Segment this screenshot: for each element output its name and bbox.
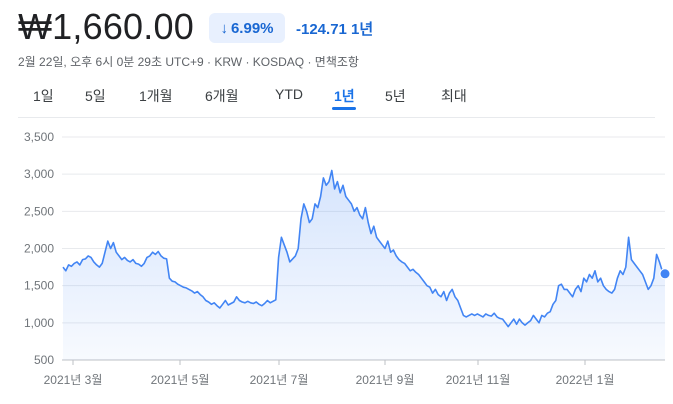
tab-5y[interactable]: 5년 <box>385 88 406 104</box>
x-tick-label: 2021년 9월 <box>356 373 415 387</box>
y-tick-label: 3,500 <box>24 130 54 144</box>
tab-ytd[interactable]: YTD <box>275 86 303 102</box>
y-tick-label: 3,000 <box>24 167 54 181</box>
y-tick-label: 500 <box>34 353 54 367</box>
y-tick-label: 2,000 <box>24 242 54 256</box>
tab-max[interactable]: 최대 <box>441 88 467 104</box>
change-percent-badge: ↓ 6.99% <box>209 13 285 43</box>
active-tab-indicator <box>332 107 356 110</box>
x-tick-label: 2021년 5월 <box>151 373 210 387</box>
header-divider <box>18 117 655 118</box>
current-price: ₩1,660.00 <box>18 6 194 47</box>
change-period: 1년 <box>351 21 374 38</box>
arrow-down-icon: ↓ <box>220 19 228 37</box>
tab-1y[interactable]: 1년 <box>334 88 355 104</box>
y-tick-label: 1,000 <box>24 316 54 330</box>
tab-1d[interactable]: 1일 <box>33 88 54 104</box>
quote-meta: 2월 22일, 오후 6시 0분 29초 UTC+9 · KRW · KOSDA… <box>18 55 359 69</box>
tab-5d[interactable]: 5일 <box>85 88 106 104</box>
x-tick-label: 2022년 1월 <box>556 373 615 387</box>
x-tick-label: 2021년 11월 <box>446 373 511 387</box>
tab-1m[interactable]: 1개월 <box>139 88 173 104</box>
tab-6m[interactable]: 6개월 <box>205 88 239 104</box>
y-tick-label: 1,500 <box>24 279 54 293</box>
change-percent: 6.99% <box>230 19 274 37</box>
x-tick-label: 2021년 3월 <box>44 373 103 387</box>
y-tick-label: 2,500 <box>24 204 54 218</box>
change-summary: -124.71 1년 <box>296 18 373 39</box>
price-area-fill <box>63 170 665 360</box>
x-tick-label: 2021년 7월 <box>250 373 309 387</box>
change-absolute: -124.71 <box>296 21 347 38</box>
last-price-marker <box>659 268 671 280</box>
price-chart[interactable]: 500 1,000 1,500 2,000 2,500 3,000 3,500 2021년 3… <box>0 120 673 404</box>
price-line <box>62 169 666 328</box>
